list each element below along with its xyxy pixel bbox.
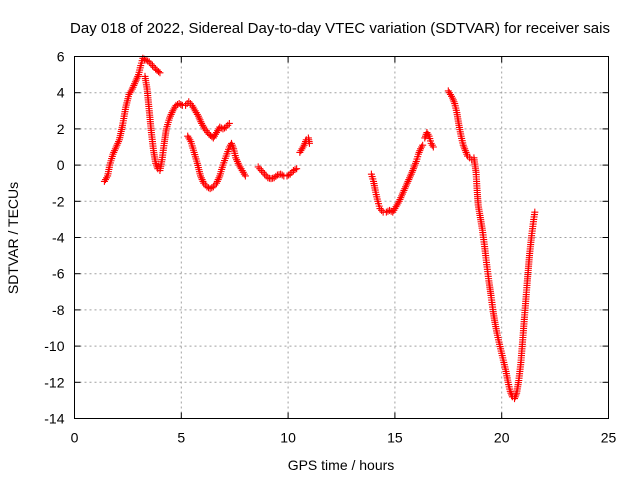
data-point xyxy=(254,163,262,171)
data-point xyxy=(182,101,190,109)
data-point xyxy=(289,167,297,175)
x-tick-label: 25 xyxy=(601,430,617,446)
y-tick-label: -4 xyxy=(52,230,65,246)
data-point xyxy=(261,170,269,178)
data-point xyxy=(278,171,286,179)
data-point xyxy=(185,98,193,106)
y-tick-label: 4 xyxy=(57,85,65,101)
data-point xyxy=(283,172,291,180)
data-point xyxy=(305,139,313,147)
x-tick-label: 20 xyxy=(494,430,510,446)
data-point xyxy=(291,166,299,174)
data-point xyxy=(206,185,214,193)
x-tick-label: 5 xyxy=(177,430,185,446)
y-tick-label: 0 xyxy=(57,157,65,173)
x-tick-label: 15 xyxy=(387,430,403,446)
y-tick-label: 6 xyxy=(57,49,65,65)
chart-title: Day 018 of 2022, Sidereal Day-to-day VTE… xyxy=(70,20,610,37)
data-point xyxy=(225,119,233,127)
data-point xyxy=(142,56,150,64)
data-point xyxy=(257,167,265,175)
data-point xyxy=(241,172,249,180)
y-tick-label: 2 xyxy=(57,121,65,137)
y-tick-label: -6 xyxy=(52,266,65,282)
data-point xyxy=(156,69,164,77)
data-point xyxy=(256,165,264,173)
data-point xyxy=(150,63,158,71)
y-axis-label: SDTVAR / TECUs xyxy=(5,182,21,294)
data-point xyxy=(419,141,427,149)
data-point xyxy=(177,100,185,108)
x-axis-label: GPS time / hours xyxy=(288,457,395,473)
y-tick-label: -8 xyxy=(52,302,65,318)
data-point xyxy=(219,125,227,133)
data-point xyxy=(222,123,230,131)
data-point xyxy=(428,141,436,149)
tick-labels: 0 5 10 15 20 25 -14 -12 -10 -8 -6 -4 -2 0 2 4 6 xyxy=(44,49,616,446)
axis-ticks xyxy=(74,56,609,419)
data-point xyxy=(155,68,163,76)
x-tick-label: 0 xyxy=(71,430,79,446)
data-point xyxy=(531,208,539,216)
data-points xyxy=(100,54,539,403)
x-tick-label: 10 xyxy=(280,430,296,446)
y-tick-label: -10 xyxy=(44,338,64,354)
data-point xyxy=(152,161,160,169)
data-point xyxy=(209,183,217,191)
data-point xyxy=(382,208,390,216)
data-point xyxy=(512,391,520,399)
y-tick-label: -2 xyxy=(52,193,65,209)
data-point xyxy=(203,183,211,191)
data-point xyxy=(259,168,267,176)
y-tick-label: -12 xyxy=(44,374,64,390)
data-point xyxy=(175,100,183,108)
data-point xyxy=(148,62,156,70)
y-tick-label: -14 xyxy=(44,411,64,427)
data-point xyxy=(293,165,301,173)
data-point xyxy=(429,143,437,151)
